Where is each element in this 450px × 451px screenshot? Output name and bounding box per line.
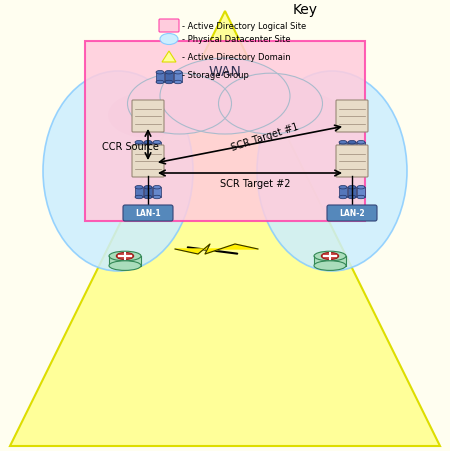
Ellipse shape (174, 71, 182, 75)
FancyBboxPatch shape (339, 188, 347, 198)
Ellipse shape (339, 196, 347, 199)
Ellipse shape (144, 196, 152, 199)
Ellipse shape (160, 59, 290, 135)
FancyBboxPatch shape (336, 146, 368, 178)
Ellipse shape (257, 72, 407, 272)
Text: - Physical Datacenter Site: - Physical Datacenter Site (182, 36, 291, 44)
Ellipse shape (127, 74, 231, 135)
Ellipse shape (314, 261, 346, 271)
Text: SCR Target #2: SCR Target #2 (220, 179, 290, 189)
Ellipse shape (135, 196, 143, 199)
FancyBboxPatch shape (357, 143, 365, 152)
Ellipse shape (357, 186, 365, 189)
FancyBboxPatch shape (348, 143, 356, 152)
Ellipse shape (153, 141, 161, 145)
Text: SCR Target #1: SCR Target #1 (230, 121, 300, 152)
Ellipse shape (153, 196, 161, 199)
FancyBboxPatch shape (153, 143, 161, 152)
Ellipse shape (153, 186, 161, 189)
Ellipse shape (348, 186, 356, 189)
Ellipse shape (174, 81, 182, 85)
Ellipse shape (144, 186, 152, 189)
Ellipse shape (109, 261, 141, 271)
Ellipse shape (116, 253, 134, 260)
Polygon shape (175, 244, 258, 254)
FancyBboxPatch shape (156, 73, 164, 83)
FancyBboxPatch shape (327, 206, 377, 221)
FancyBboxPatch shape (135, 188, 143, 198)
FancyBboxPatch shape (123, 206, 173, 221)
FancyBboxPatch shape (357, 188, 365, 198)
Ellipse shape (43, 72, 193, 272)
Ellipse shape (135, 186, 143, 189)
Ellipse shape (160, 34, 178, 46)
Ellipse shape (314, 252, 346, 261)
Polygon shape (162, 52, 176, 63)
Ellipse shape (219, 74, 323, 135)
FancyBboxPatch shape (159, 20, 179, 33)
Ellipse shape (109, 252, 141, 261)
Text: CCR Source: CCR Source (102, 142, 158, 152)
Ellipse shape (135, 141, 143, 145)
Ellipse shape (339, 141, 347, 145)
FancyBboxPatch shape (135, 143, 143, 152)
FancyBboxPatch shape (109, 257, 141, 266)
Ellipse shape (135, 151, 143, 154)
Ellipse shape (339, 151, 347, 154)
FancyBboxPatch shape (132, 146, 164, 178)
Ellipse shape (156, 71, 164, 75)
FancyBboxPatch shape (314, 257, 346, 266)
Ellipse shape (348, 141, 356, 145)
FancyBboxPatch shape (174, 73, 182, 83)
Ellipse shape (165, 81, 173, 85)
Ellipse shape (153, 151, 161, 154)
FancyBboxPatch shape (144, 188, 152, 198)
Ellipse shape (357, 151, 365, 154)
Ellipse shape (348, 196, 356, 199)
FancyBboxPatch shape (339, 143, 347, 152)
FancyBboxPatch shape (85, 42, 365, 221)
Text: Key: Key (292, 3, 318, 17)
Text: - Active Directory Domain: - Active Directory Domain (182, 53, 291, 62)
Ellipse shape (264, 93, 342, 138)
Ellipse shape (144, 151, 152, 154)
Text: - Active Directory Logical Site: - Active Directory Logical Site (182, 22, 306, 31)
Ellipse shape (144, 141, 152, 145)
Text: LAN-1: LAN-1 (135, 209, 161, 218)
FancyBboxPatch shape (165, 73, 173, 83)
Ellipse shape (357, 196, 365, 199)
FancyBboxPatch shape (153, 188, 161, 198)
FancyBboxPatch shape (132, 101, 164, 133)
Text: WAN: WAN (208, 65, 242, 79)
Ellipse shape (357, 141, 365, 145)
Ellipse shape (156, 81, 164, 85)
Text: - Storage Group: - Storage Group (182, 71, 249, 80)
FancyBboxPatch shape (336, 101, 368, 133)
Text: LAN-2: LAN-2 (339, 209, 365, 218)
Polygon shape (10, 12, 440, 446)
Ellipse shape (165, 71, 173, 75)
FancyBboxPatch shape (144, 143, 152, 152)
Ellipse shape (348, 151, 356, 154)
Ellipse shape (339, 186, 347, 189)
FancyBboxPatch shape (348, 188, 356, 198)
Ellipse shape (321, 253, 339, 260)
Ellipse shape (108, 93, 186, 138)
